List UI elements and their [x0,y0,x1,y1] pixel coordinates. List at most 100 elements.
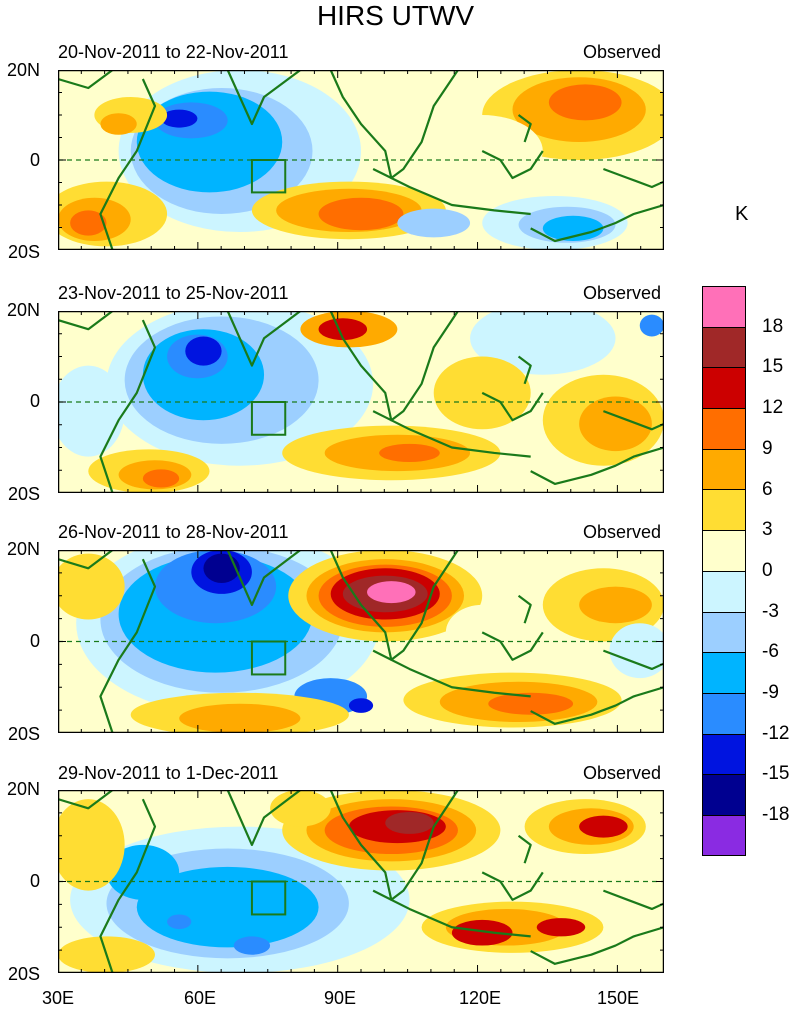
anomaly-contour [233,936,271,955]
anomaly-contour [367,581,416,604]
colorbar-swatch [702,489,746,531]
lon-label-90e: 90E [323,988,357,1008]
coastline [517,594,532,624]
anomaly-contour [639,314,664,337]
coastline [226,311,302,367]
colorbar-swatch [702,733,746,775]
coastline [329,70,459,180]
anomaly-contour [100,113,137,135]
coastline [481,150,544,180]
anomaly-contour [185,336,222,366]
colorbar [702,286,746,856]
lat-label-20s: 20S [7,724,40,744]
colorbar-swatch [702,448,746,490]
colorbar-label: -6 [762,641,779,663]
anomaly-map-3 [58,550,664,733]
anomaly-contour [58,799,125,891]
anomaly-contour [203,553,240,583]
anomaly-contour [161,109,198,128]
coastline [226,70,302,126]
anomaly-contour [579,586,652,624]
colorbar-label: 12 [762,397,784,419]
lat-label-eq: 0 [29,631,40,651]
lat-label-20s: 20S [7,964,40,984]
coastline [372,889,531,938]
map-panel-2 [58,311,664,493]
map-panel-1 [58,70,664,250]
coastline [530,446,664,485]
study-region-box [250,401,287,436]
coastline [530,203,664,243]
anomaly-contour [548,84,622,121]
lat-label-eq: 0 [29,391,40,411]
lon-label-30e: 30E [41,988,75,1008]
anomaly-contour [609,623,664,679]
anomaly-contour [58,365,125,457]
anomaly-contour [397,208,471,238]
colorbar-swatch [702,774,746,815]
coastline [99,78,157,250]
coastline [481,871,544,901]
colorbar-swatch [702,611,746,653]
anomaly-map-1 [58,70,664,250]
coastline [530,686,664,725]
colorbar-swatch [702,570,746,612]
colorbar-label: 9 [762,437,773,459]
coastline [517,355,532,385]
coastline [99,558,157,733]
coastline [603,649,664,671]
panel-1-label: Observed [582,42,661,62]
anomaly-map-2 [58,311,664,493]
panel-4-date: 29-Nov-2011 to 1-Dec-2011 [58,763,279,783]
colorbar-label: 6 [762,478,773,500]
coastline [481,631,544,661]
study-region-box [250,880,287,916]
anomaly-contour [58,553,125,620]
coastline [99,319,157,493]
anomaly-contour [385,811,434,834]
colorbar-label: -12 [762,722,790,744]
coastline [58,70,114,90]
map-panel-4 [58,790,664,973]
colorbar-label: 3 [762,519,773,541]
coastline [99,798,157,973]
lat-label-20n: 20N [6,60,40,80]
colorbar-label: -3 [762,600,779,622]
anomaly-contour [451,919,513,946]
anomaly-contour [70,210,107,236]
lat-label-eq: 0 [29,150,40,170]
lat-label-20n: 20N [6,300,40,320]
colorbar-swatch [702,408,746,449]
lat-label-20n: 20N [6,539,40,559]
lon-label-120e: 120E [458,988,502,1008]
anomaly-contour [488,692,574,715]
map-panel-3 [58,550,664,733]
study-region-box [250,159,287,194]
coastline [481,391,544,422]
panel-2-label: Observed [582,283,661,303]
coastline [372,168,531,216]
anomaly-contour [579,815,628,838]
colorbar-label: -9 [762,682,779,703]
coastline [372,649,531,698]
anomaly-contour [270,790,331,827]
anomaly-contour [470,311,616,375]
coastline [58,311,114,331]
anomaly-contour [318,197,404,231]
colorbar-label: -18 [762,804,790,826]
coastline [517,834,532,864]
panel-3-date: 26-Nov-2011 to 28-Nov-2011 [58,522,289,542]
anomaly-contour [167,914,192,930]
panel-1-date: 20-Nov-2011 to 22-Nov-2011 [58,42,289,62]
colorbar-label: -15 [762,763,790,785]
colorbar-swatch [702,367,746,409]
coastline [329,790,459,901]
anomaly-contour [542,215,604,241]
coastline [329,550,459,661]
lon-label-150e: 150E [596,988,640,1008]
panel-3-label: Observed [582,522,661,542]
coastline [517,114,532,143]
anomaly-contour [348,698,374,713]
panel-2-date: 23-Nov-2011 to 25-Nov-2011 [58,283,289,303]
anomaly-contour [379,443,440,463]
